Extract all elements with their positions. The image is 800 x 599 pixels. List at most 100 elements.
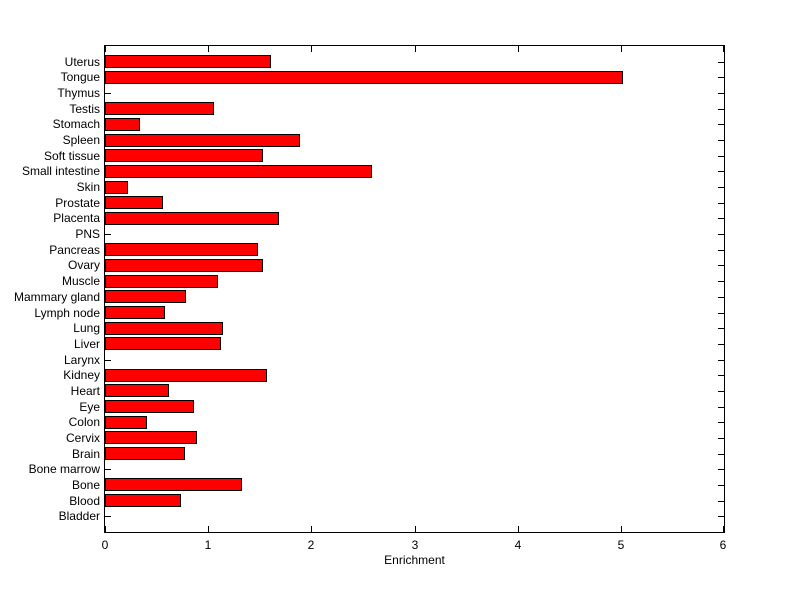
bar-ovary	[105, 259, 263, 272]
category-label: Stomach	[52, 117, 100, 131]
y-tick-mark	[718, 360, 724, 361]
x-tick-mark	[311, 526, 312, 532]
y-tick-mark	[718, 469, 724, 470]
bar-spleen	[105, 134, 300, 147]
y-tick-mark	[718, 109, 724, 110]
y-tick-mark	[718, 485, 724, 486]
bar-mammary-gland	[105, 290, 186, 303]
bar-blood	[105, 494, 181, 507]
category-label: Eye	[79, 400, 100, 414]
y-tick-mark	[718, 344, 724, 345]
category-label: Ovary	[67, 258, 100, 272]
y-tick-mark	[718, 516, 724, 517]
y-tick-mark	[718, 297, 724, 298]
category-label: Tongue	[60, 70, 100, 84]
category-label: Muscle	[61, 274, 100, 288]
bar-tongue	[105, 71, 623, 84]
y-tick-mark	[105, 469, 111, 470]
y-tick-mark	[718, 171, 724, 172]
bar-skin	[105, 181, 128, 194]
category-label: Thymus	[57, 86, 100, 100]
x-tick-mark	[518, 46, 519, 52]
bar-lung	[105, 322, 223, 335]
bar-liver	[105, 337, 221, 350]
y-tick-mark	[105, 234, 111, 235]
x-tick-mark	[311, 46, 312, 52]
y-tick-mark	[718, 375, 724, 376]
category-label: Larynx	[63, 353, 100, 367]
x-tick-mark	[723, 46, 724, 52]
category-label: Heart	[70, 384, 100, 398]
x-tick-label: 2	[307, 538, 315, 552]
category-label: PNS	[75, 227, 100, 241]
x-tick-label: 1	[204, 538, 212, 552]
category-label: Prostate	[55, 196, 100, 210]
bar-stomach	[105, 118, 140, 131]
category-label: Soft tissue	[43, 149, 100, 163]
category-label: Small intestine	[21, 164, 100, 178]
y-tick-mark	[718, 218, 724, 219]
x-tick-mark	[208, 46, 209, 52]
y-tick-mark	[718, 407, 724, 408]
y-tick-mark	[718, 391, 724, 392]
y-tick-mark	[105, 516, 111, 517]
bar-heart	[105, 384, 169, 397]
category-label: Skin	[76, 180, 100, 194]
x-tick-label: 3	[411, 538, 419, 552]
bar-cervix	[105, 431, 197, 444]
x-tick-mark	[208, 526, 209, 532]
x-axis-label: Enrichment	[384, 553, 445, 567]
y-tick-mark	[105, 360, 111, 361]
y-tick-mark	[718, 187, 724, 188]
bar-prostate	[105, 196, 163, 209]
y-tick-mark	[718, 454, 724, 455]
category-label: Bone marrow	[28, 462, 100, 476]
x-tick-label: 5	[617, 538, 625, 552]
category-label: Bladder	[58, 509, 100, 523]
bar-brain	[105, 447, 185, 460]
x-tick-mark	[518, 526, 519, 532]
category-label: Kidney	[63, 368, 100, 382]
x-tick-mark	[723, 526, 724, 532]
category-label: Bone	[71, 478, 100, 492]
x-tick-label: 4	[514, 538, 522, 552]
y-tick-mark	[718, 422, 724, 423]
bar-testis	[105, 102, 214, 115]
bar-small-intestine	[105, 165, 372, 178]
y-tick-mark	[718, 62, 724, 63]
category-label: Lymph node	[34, 306, 100, 320]
bar-lymph-node	[105, 306, 165, 319]
category-label: Lung	[73, 321, 100, 335]
bar-muscle	[105, 275, 218, 288]
x-tick-mark	[105, 526, 106, 532]
y-tick-mark	[718, 156, 724, 157]
bar-pancreas	[105, 243, 258, 256]
bar-bone	[105, 478, 242, 491]
bar-placenta	[105, 212, 279, 225]
bar-uterus	[105, 55, 271, 68]
category-label: Blood	[69, 494, 100, 508]
category-label: Spleen	[62, 133, 100, 147]
category-label: Liver	[73, 337, 100, 351]
category-label: Uterus	[64, 55, 100, 69]
y-tick-mark	[718, 93, 724, 94]
y-tick-mark	[718, 140, 724, 141]
y-tick-mark	[718, 77, 724, 78]
category-label: Cervix	[65, 431, 100, 445]
y-tick-mark	[718, 313, 724, 314]
y-tick-mark	[718, 281, 724, 282]
category-label: Colon	[68, 415, 100, 429]
x-tick-mark	[415, 46, 416, 52]
y-tick-mark	[718, 203, 724, 204]
y-tick-mark	[718, 438, 724, 439]
category-label: Brain	[71, 447, 100, 461]
category-label: Mammary gland	[13, 290, 100, 304]
y-tick-mark	[718, 234, 724, 235]
y-tick-mark	[718, 328, 724, 329]
y-tick-mark	[718, 501, 724, 502]
plot-area	[104, 45, 725, 533]
x-tick-label: 6	[719, 538, 727, 552]
y-tick-mark	[718, 265, 724, 266]
category-label: Testis	[69, 102, 100, 116]
